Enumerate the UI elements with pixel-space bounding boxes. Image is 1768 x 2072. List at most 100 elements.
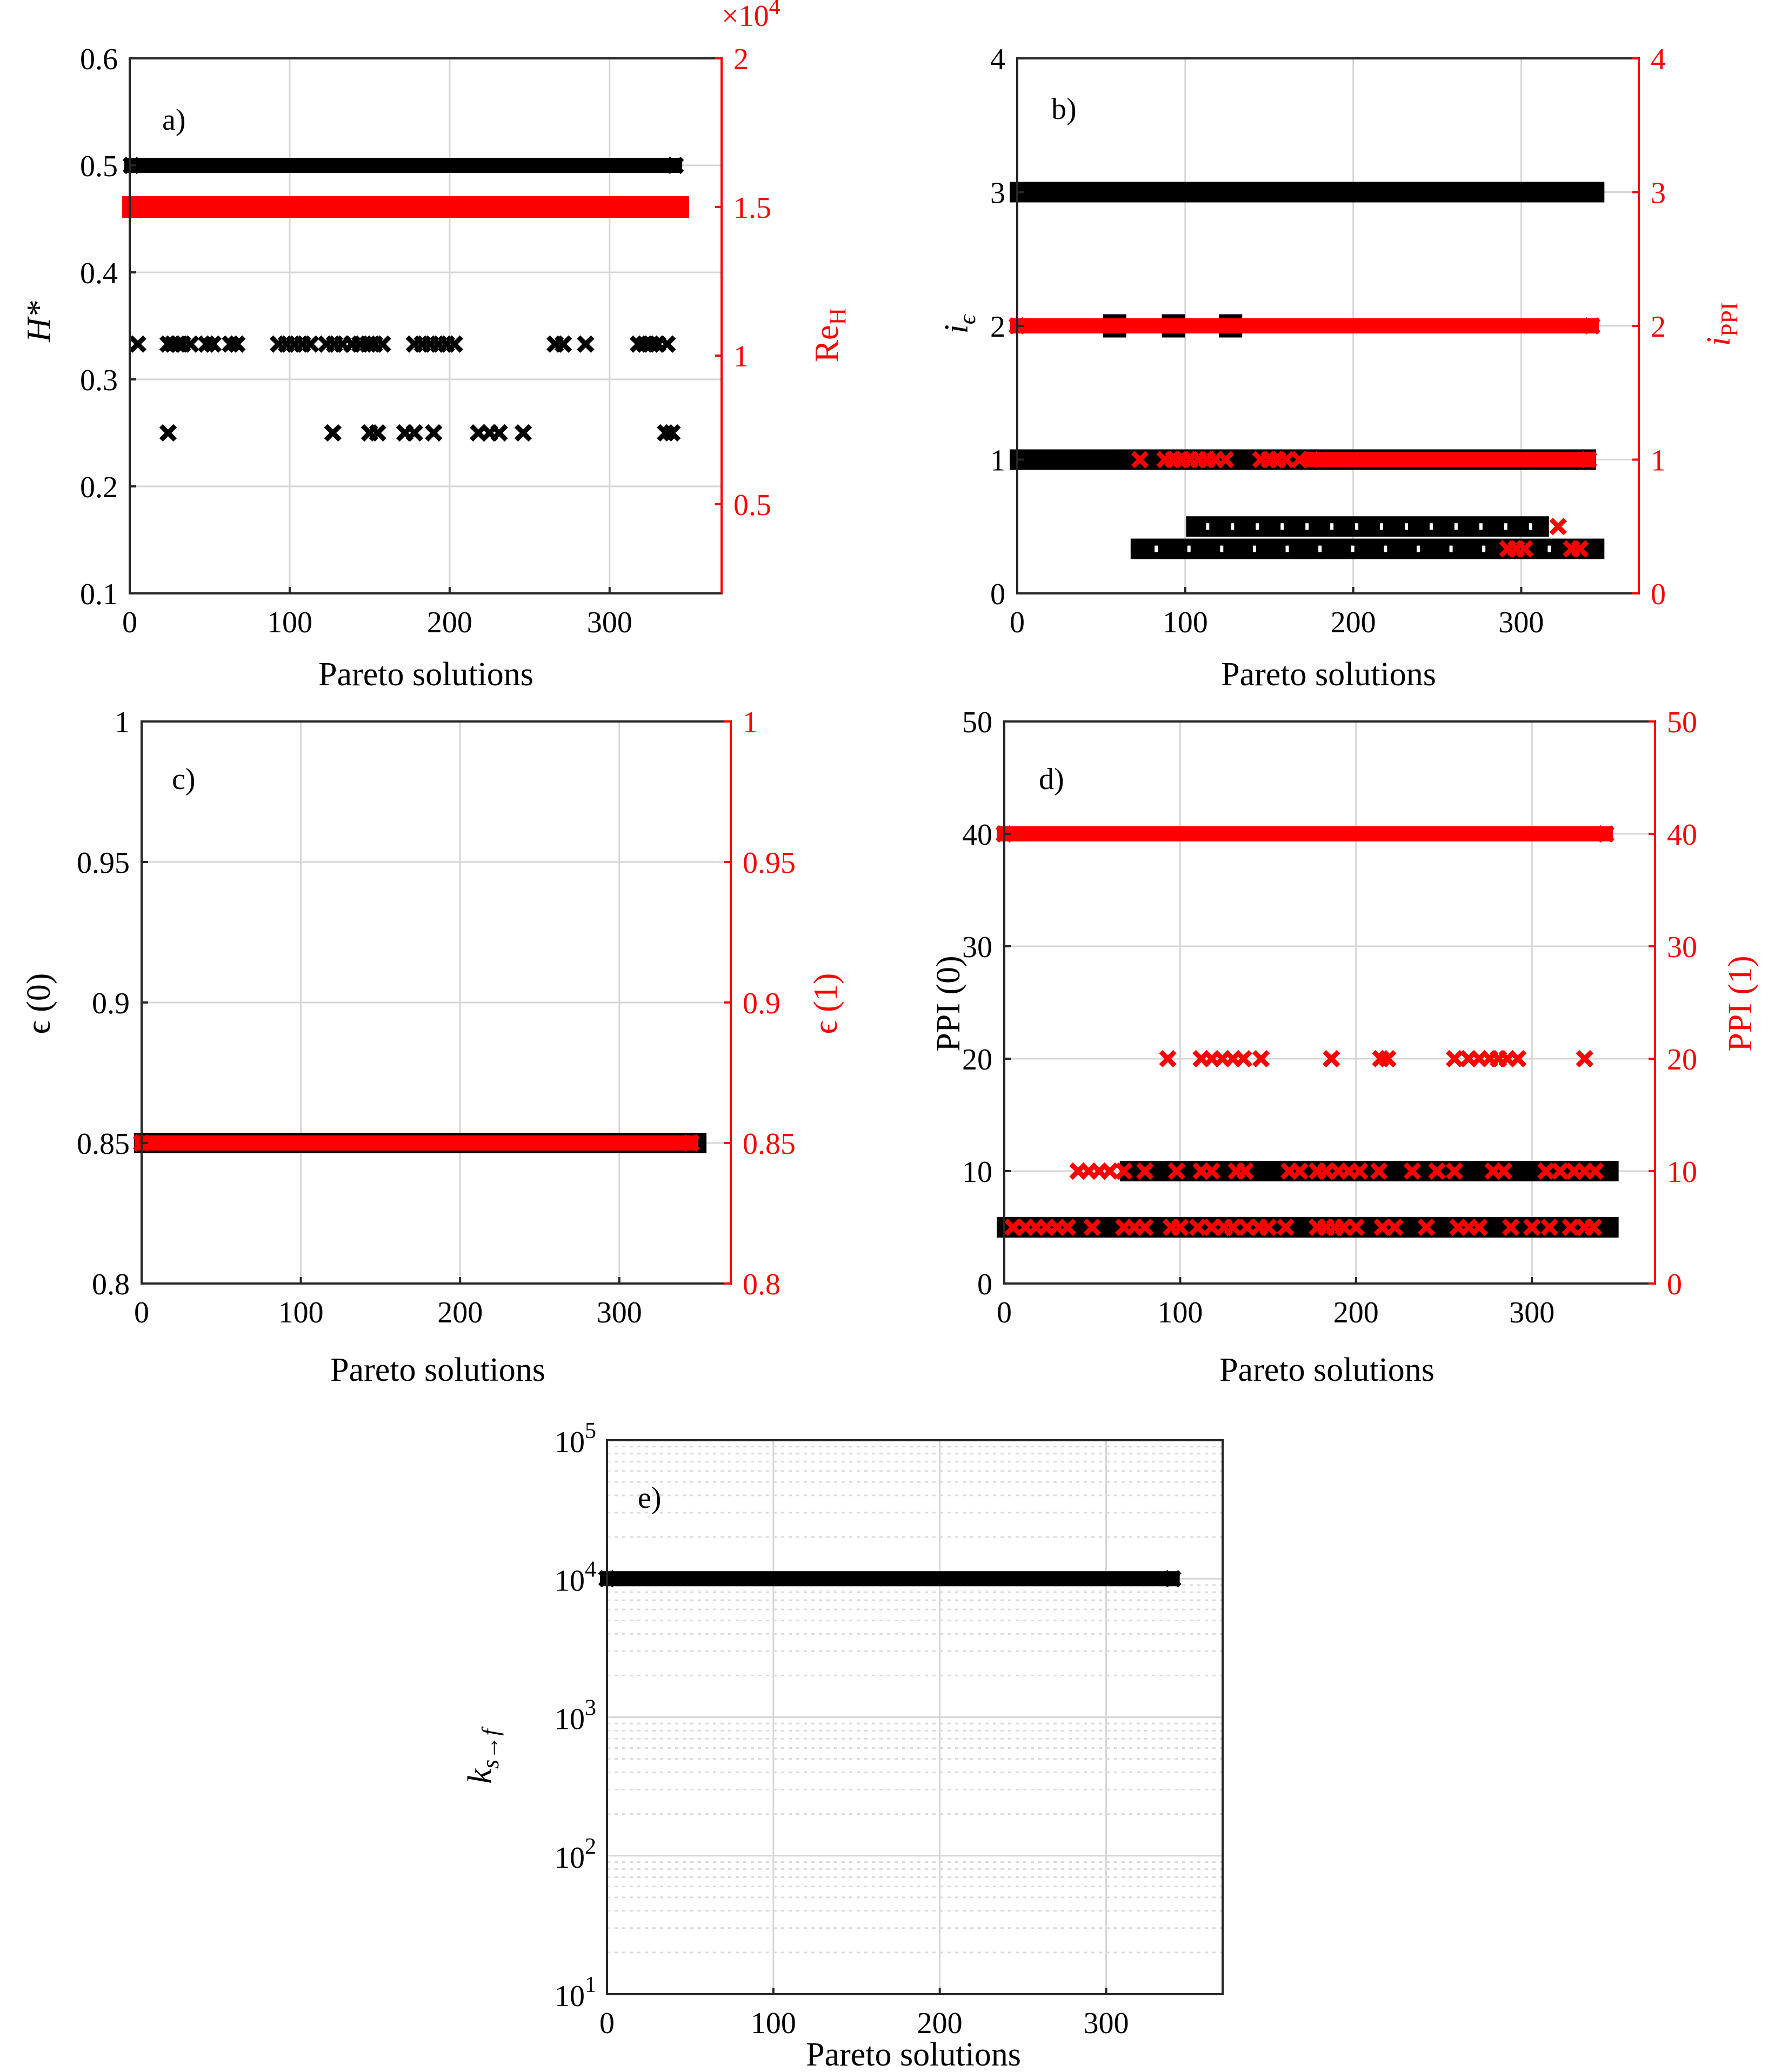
marker-PPI1 — [1291, 1162, 1309, 1180]
x-tick-label: 0 — [134, 1296, 149, 1329]
panel-a-right-ylabel: ReH — [809, 308, 851, 363]
y2-tick-label: 1 — [743, 706, 758, 739]
panel-a-right-ylabel-main: Re — [809, 325, 845, 362]
marker-PPI1 — [1115, 1162, 1133, 1180]
marker-PPI1 — [1259, 1218, 1277, 1236]
marker-PPI1 — [1058, 1218, 1077, 1236]
marker-H* — [490, 424, 508, 442]
marker-i_PPI — [1277, 451, 1295, 469]
marker-i_PPI — [1290, 451, 1309, 469]
y-tick-label: 0.5 — [80, 150, 118, 183]
marker-PPI1 — [1235, 1050, 1252, 1068]
y2-tick-label: 1 — [733, 340, 749, 373]
y-tick-label: 0.1 — [80, 578, 118, 611]
y-tick-label: 2 — [990, 310, 1005, 344]
y2-tick-label: 0.8 — [743, 1268, 780, 1301]
series-i_PPI — [1008, 317, 1601, 558]
panel-b-left-ylabel: iϵ — [938, 313, 980, 333]
series-k_sf — [598, 1570, 1182, 1588]
band-gap — [1187, 545, 1191, 552]
y2-tick-label: 0.95 — [743, 846, 796, 880]
x-tick-label: 100 — [278, 1296, 324, 1329]
y-tick-exp: 5 — [585, 1419, 596, 1443]
panel-e-label: e) — [638, 1481, 662, 1515]
marker-H* — [445, 335, 463, 353]
y-tick-label: 0.3 — [80, 364, 118, 397]
y-tick-label: 0.9 — [92, 987, 130, 1020]
band-gap — [1155, 545, 1158, 552]
marker-H* — [369, 424, 386, 442]
marker-PPI1 — [1370, 1162, 1388, 1180]
marker-PPI1 — [1502, 1218, 1520, 1236]
marker-PPI1 — [1586, 1162, 1604, 1180]
x-tick-label: 100 — [267, 606, 312, 639]
band-eps1 — [135, 1135, 698, 1151]
marker-PPI1 — [1551, 1162, 1569, 1180]
marker-PPI1 — [1445, 1050, 1464, 1068]
y-tick-base: 10 — [555, 1426, 585, 1459]
panel-c-left-ylabel: ϵ (0) — [21, 973, 57, 1034]
marker-PPI1 — [1445, 1162, 1464, 1180]
series-eps1 — [132, 1134, 700, 1152]
x-tick-label: 200 — [427, 606, 472, 639]
panel-c-right-ylabel: ϵ (1) — [808, 973, 844, 1034]
y2-tick-label: 1 — [1651, 444, 1666, 478]
marker-H* — [577, 335, 595, 353]
band-gap — [1504, 523, 1507, 530]
marker-PPI1 — [1101, 1162, 1119, 1180]
y-tick-label: 0.85 — [77, 1127, 130, 1161]
y2-tick-label: 2 — [1651, 310, 1666, 344]
band-gap — [1449, 545, 1453, 552]
marker-i_PPI — [1549, 518, 1567, 536]
marker-H* — [228, 335, 246, 353]
y2-tick-label: 4 — [1651, 43, 1666, 76]
y-tick-label: 0.2 — [80, 471, 118, 504]
y-tick-label: 1 — [990, 444, 1005, 478]
marker-k_sf — [1164, 1570, 1182, 1588]
marker-PPI1 — [1224, 1218, 1242, 1236]
marker-PPI1 — [1576, 1050, 1594, 1068]
x-tick-label: 0 — [997, 1296, 1012, 1329]
y-tick-exp: 2 — [585, 1834, 596, 1859]
marker-H* — [129, 335, 146, 353]
panel-a-xlabel: Pareto solutions — [318, 656, 533, 693]
y-tick-label: 3 — [990, 177, 1005, 210]
marker-PPI1 — [1428, 1162, 1446, 1180]
y2-tick-label: 0.85 — [743, 1127, 796, 1161]
y-tick-label: 0.6 — [80, 43, 118, 76]
band-i_eps — [1186, 516, 1549, 537]
panel-a-label: a) — [162, 103, 186, 137]
y-tick-label: 0 — [990, 578, 1005, 611]
marker-H* — [658, 335, 676, 353]
panel-c: c) ϵ (0) ϵ (1) Pareto solutions — [21, 763, 844, 1388]
y-tick-label: 0.4 — [80, 257, 118, 290]
panel-b-right-ylabel-sub: PPI — [1716, 303, 1743, 337]
band-gap — [1355, 523, 1359, 530]
band-i_eps — [1130, 538, 1605, 559]
y-tick-label: 0.95 — [77, 846, 130, 880]
panel-a-exponent-base: ×10 — [722, 0, 769, 33]
series-Re_H — [122, 196, 690, 218]
panel-a: a) H* ReH ×104 Pareto solutions — [21, 0, 851, 693]
chart-c: 0 100 200 300 0.8 0.85 0.9 0.95 1 0.8 0.85 0.9 0.95 1 — [77, 706, 796, 1329]
marker-i_PPI — [1217, 451, 1235, 469]
y2-tick-label: 0 — [1667, 1268, 1682, 1301]
y-tick-label: 10 — [962, 1155, 992, 1189]
marker-H* — [554, 335, 572, 353]
panel-e-xlabel: Pareto solutions — [806, 2036, 1021, 2072]
marker-PPI1 — [1540, 1218, 1558, 1236]
band-gap — [1231, 523, 1235, 530]
y-tick-label: 50 — [962, 706, 992, 739]
x-tick-label: 0 — [599, 2007, 615, 2040]
marker-H* — [666, 156, 684, 175]
band-H* — [124, 158, 683, 173]
panel-c-label: c) — [172, 763, 196, 796]
chart-d: 0 100 200 300 0 10 20 30 40 50 0 10 20 30 40 50 — [962, 706, 1697, 1329]
marker-PPI1 — [1203, 1162, 1221, 1180]
panel-b-right-ylabel-main: i — [1700, 337, 1737, 346]
marker-H* — [514, 424, 532, 442]
x-tick-label: 100 — [1157, 1296, 1203, 1329]
band-gap — [1454, 523, 1458, 530]
